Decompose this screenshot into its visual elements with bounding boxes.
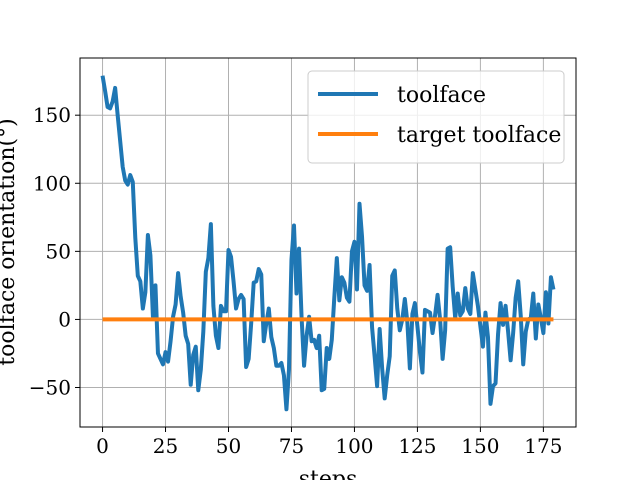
series-line-toolface [100,75,556,412]
x-tick-label: 25 [153,434,178,458]
x-tick-label: 100 [335,434,373,458]
x-tick-label: 75 [279,434,304,458]
x-tick-label: 125 [398,434,436,458]
y-tick-label: 0 [58,307,71,331]
x-axis-label: steps [299,467,358,480]
legend-label-target-toolface: target toolface [397,123,561,148]
series-lines [100,75,556,412]
x-tick-label: 50 [216,434,241,458]
plot-area-frame [79,57,577,428]
y-tick-label: −50 [29,376,71,400]
x-tick-label: 0 [96,434,109,458]
y-axis-ticks: −50 0 50 100 150 [29,103,80,400]
legend: toolface target toolface [307,70,565,164]
legend-label-toolface: toolface [397,83,486,108]
x-tick-label: 150 [461,434,499,458]
x-tick-label: 175 [524,434,562,458]
y-tick-label: 50 [46,239,71,263]
y-tick-label: 100 [33,171,71,195]
x-axis-ticks: 0 25 50 75 100 125 150 175 [96,427,562,458]
y-tick-label: 150 [33,103,71,127]
y-axis-label: toolface orientation(°) [0,118,20,365]
